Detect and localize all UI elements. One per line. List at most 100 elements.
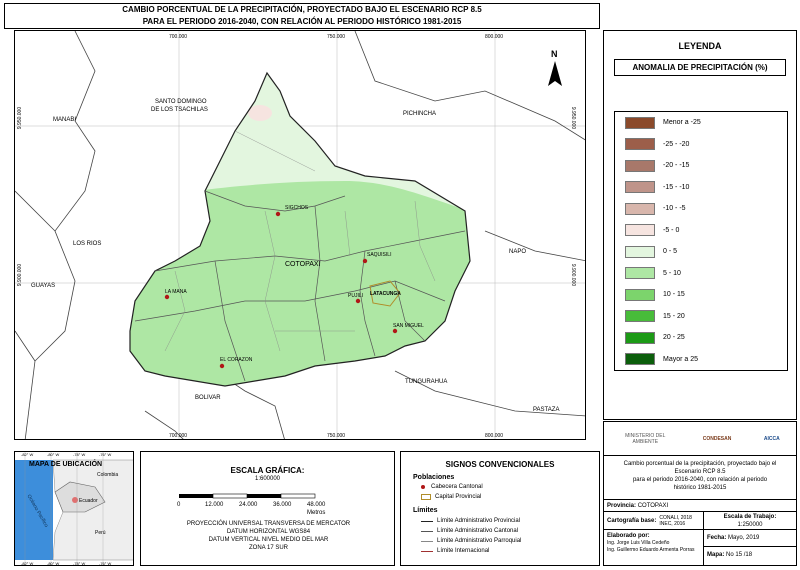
- cart-value2: INEC, 2016: [659, 520, 686, 527]
- legend-label: -25 - -20: [663, 140, 690, 148]
- loc-tick-bottom-2: -80° W: [47, 561, 60, 566]
- signs-limite-cantonal: Límite Administrativo Cantonal: [437, 528, 519, 534]
- canton-dot-icon: [421, 485, 425, 489]
- label-pastaza: PASTAZA: [533, 407, 560, 413]
- legend-subtitle: ANOMALIA DE PRECIPITACIÓN (%): [614, 59, 786, 76]
- legend-label: -5 - 0: [663, 226, 680, 234]
- legend-item: Mayor a 25: [615, 349, 787, 371]
- cantonal-line-icon: [421, 530, 433, 532]
- location-map: MAPA DE UBICACIÓN -82° W -80° W -78° W -…: [14, 451, 134, 566]
- elab-label: Elaborado por:: [607, 533, 650, 539]
- international-line-icon: [421, 550, 433, 552]
- legend-label: Mayor a 25: [663, 355, 699, 363]
- label-santo-domingo: SANTO DOMINGO: [155, 99, 207, 105]
- elab-line1: Ing. Jorge Luis Villa Cedeño: [607, 540, 670, 546]
- legend-swatch: [625, 202, 655, 215]
- projection-line4: ZONA 17 SUR: [248, 545, 288, 551]
- legend-item: 5 - 10: [615, 263, 787, 285]
- label-san-miguel: SAN MIGUEL: [393, 323, 424, 329]
- projection-line3: DATUM VERTICAL NIVEL MEDIO DEL MAR: [208, 537, 329, 543]
- tick-x-top-3: 800.000: [485, 34, 504, 40]
- tick-y-right-2: 9.900.000: [570, 263, 577, 287]
- map-title: CAMBIO PORCENTUAL DE LA PRECIPITACIÓN, P…: [4, 3, 600, 29]
- desc-line3: para el periodo 2016-2040, con relación …: [632, 477, 768, 483]
- legend-swatch: [625, 224, 655, 237]
- legend-panel: LEYENDA ANOMALIA DE PRECIPITACIÓN (%) Me…: [603, 30, 797, 420]
- north-label: N: [551, 49, 558, 59]
- loc-tick-3: -78° W: [73, 452, 86, 457]
- loc-tick-2: -80° W: [47, 452, 60, 457]
- legend-label: 20 - 25: [663, 334, 685, 342]
- north-arrow-icon: [548, 61, 562, 86]
- legend-item: 20 - 25: [615, 327, 787, 349]
- tick-y-left-2: 9.900.000: [17, 263, 24, 287]
- parroquial-line-icon: [421, 540, 433, 542]
- scale-panel: ESCALA GRÁFICA: 1:600000 0 12.000 24.000…: [140, 451, 395, 566]
- legend-swatch: [625, 310, 655, 323]
- info-panel: MINISTERIO DEL AMBIENTE CONDESAN AICCA C…: [603, 421, 797, 566]
- scale-title: ESCALA GRÁFICA:: [230, 466, 305, 475]
- provincial-line-icon: [421, 520, 433, 522]
- legend-item: -20 - -15: [615, 155, 787, 177]
- signs-limite-internacional: Límite Internacional: [437, 548, 490, 554]
- legend-item: 0 - 5: [615, 241, 787, 263]
- legend-swatch: [625, 181, 655, 194]
- logo-aicca: AICCA: [763, 435, 780, 442]
- scale-tick-0: 0: [177, 502, 181, 508]
- scale-tick-1: 12.000: [205, 502, 224, 508]
- label-sigchos: SIGCHOS: [285, 205, 309, 211]
- loc-tick-bottom-3: -78° W: [73, 561, 86, 566]
- signs-cabecera: Cabecera Cantonal: [431, 484, 483, 490]
- scale-unit: Metros: [307, 510, 326, 516]
- label-bolivar: BOLIVAR: [195, 395, 221, 401]
- fecha-label: Fecha:: [707, 535, 727, 541]
- label-tsachilas: DE LOS TSACHILAS: [151, 107, 208, 113]
- tick-y-left-1: 9.950.000: [17, 106, 24, 130]
- logo-condesan: CONDESAN: [702, 435, 732, 442]
- desc-line1: Cambio porcentual de la precipitación, p…: [623, 461, 777, 467]
- legend-label: 0 - 5: [663, 248, 678, 256]
- label-cotopaxi: COTOPAXI: [285, 261, 321, 268]
- projection-line2: DATUM HORIZONTAL WGS84: [226, 529, 311, 535]
- loc-tick-bottom-1: -82° W: [21, 561, 34, 566]
- projection-line1: PROYECCIÓN UNIVERSAL TRANSVERSA DE MERCA…: [186, 521, 351, 527]
- signs-limite-provincial: Límite Administrativo Provincial: [437, 518, 521, 524]
- cart-value1: CONALI, 2018: [659, 514, 692, 521]
- legend-item: -5 - 0: [615, 220, 787, 242]
- legend-item: -10 - -5: [615, 198, 787, 220]
- map-canvas: [15, 31, 585, 439]
- scale-tick-2: 24.000: [239, 502, 258, 508]
- fecha-value: Mayo, 2019: [728, 535, 760, 541]
- scale-bar: [179, 493, 316, 499]
- scale-ratio: 1:600000: [254, 476, 281, 482]
- legend-label: Menor a -25: [663, 119, 701, 127]
- label-el-corazon: EL CORAZON: [220, 357, 253, 363]
- legend-label: -20 - -15: [663, 162, 690, 170]
- legend-swatch: [625, 245, 655, 258]
- loc-tick-4: -76° W: [99, 452, 112, 457]
- tick-y-right-1: 9.950.000: [570, 106, 577, 130]
- capital-outline-icon: [421, 494, 431, 500]
- loc-label-ecuador: Ecuador: [79, 498, 98, 504]
- title-line1: CAMBIO PORCENTUAL DE LA PRECIPITACIÓN, P…: [122, 5, 482, 14]
- main-map[interactable]: 700.000 750.000 800.000 700.000 750.000 …: [14, 30, 586, 440]
- legend-list: Menor a -25 -25 - -20 -20 - -15 -15 - -10 -1…: [614, 111, 788, 371]
- legend-swatch: [625, 353, 655, 366]
- legend-label: 5 - 10: [663, 269, 681, 277]
- prov-value: COTOPAXI: [637, 503, 669, 509]
- logo-ministerio: MINISTERIO DEL AMBIENTE: [625, 432, 666, 445]
- loc-label-colombia: Colombia: [97, 472, 119, 478]
- label-napo: NAPO: [509, 249, 527, 255]
- legend-swatch: [625, 288, 655, 301]
- legend-item: 15 - 20: [615, 306, 787, 328]
- tick-x-top-2: 750.000: [327, 34, 346, 40]
- legend-swatch: [625, 267, 655, 280]
- escala-value: 1:250000: [737, 522, 763, 528]
- legend-item: Menor a -25: [615, 112, 787, 134]
- label-la-mana: LA MANA: [165, 289, 187, 295]
- signs-limites: Límites: [413, 507, 438, 514]
- loc-tick-bottom-4: -76° W: [99, 561, 112, 566]
- legend-item: -15 - -10: [615, 177, 787, 199]
- label-los-rios: LOS RIOS: [73, 241, 102, 247]
- location-canvas: [15, 452, 133, 565]
